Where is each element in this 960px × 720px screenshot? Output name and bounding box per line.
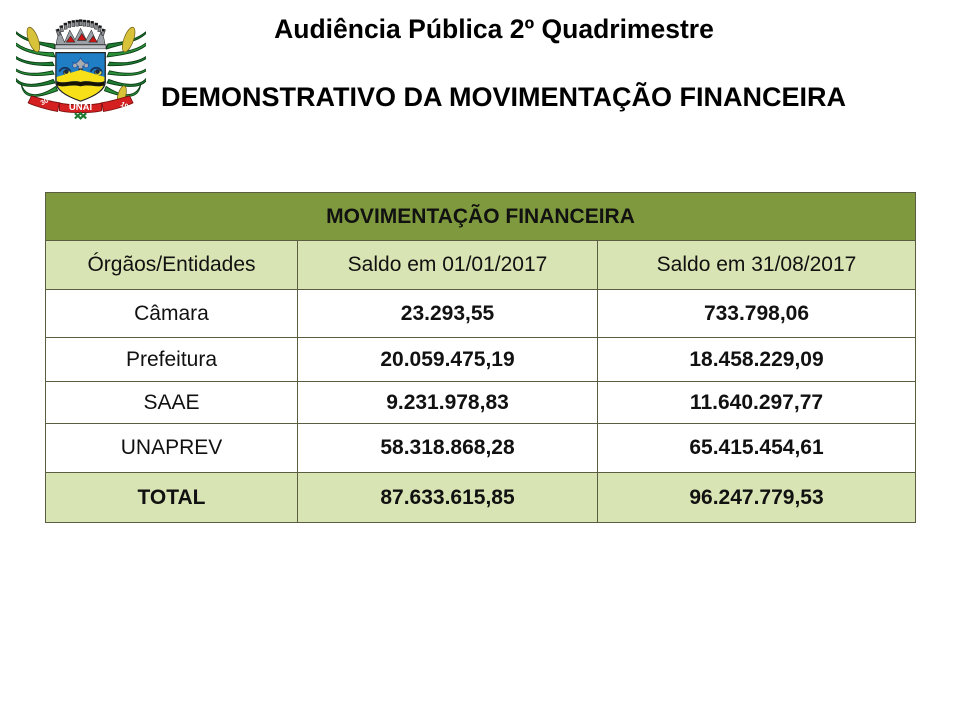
svg-text:UNAÍ: UNAÍ [69,102,93,113]
